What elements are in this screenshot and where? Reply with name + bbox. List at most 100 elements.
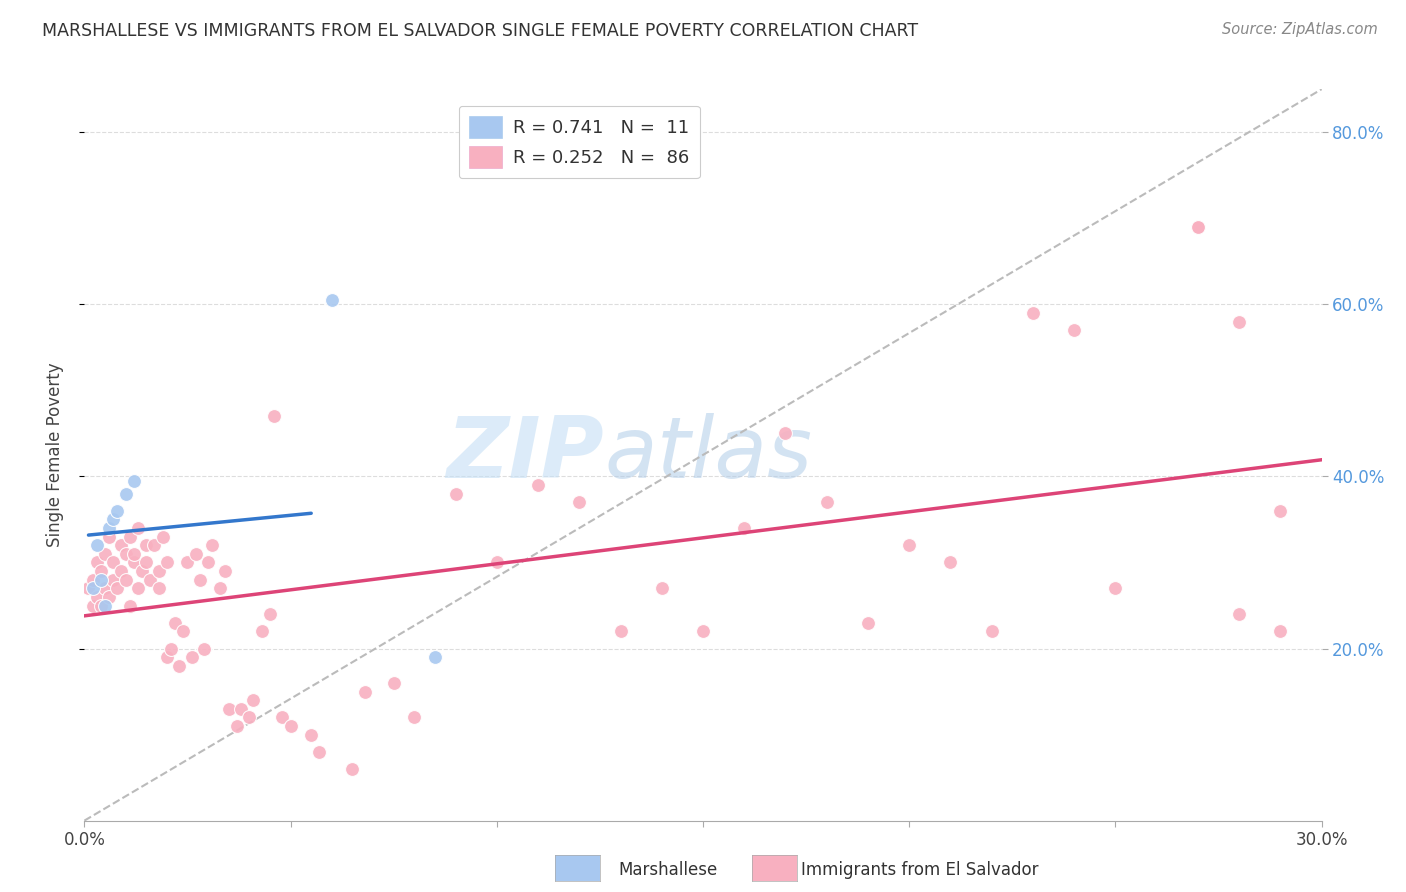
Point <box>193 641 215 656</box>
Point <box>98 530 121 544</box>
Point <box>238 710 260 724</box>
Point <box>188 573 211 587</box>
Point <box>1227 607 1250 621</box>
Point <box>86 538 108 552</box>
Point <box>105 582 128 596</box>
Point <box>342 762 364 776</box>
Point <box>1187 219 1209 234</box>
Point <box>165 615 187 630</box>
Point <box>263 409 285 424</box>
Point <box>271 710 294 724</box>
Point <box>209 582 232 596</box>
Point <box>444 486 467 500</box>
Point <box>110 564 132 578</box>
Point <box>114 573 136 587</box>
Text: Source: ZipAtlas.com: Source: ZipAtlas.com <box>1222 22 1378 37</box>
Point <box>176 556 198 570</box>
Point <box>103 573 125 587</box>
Point <box>127 582 149 596</box>
Point <box>94 582 117 596</box>
Point <box>1227 314 1250 328</box>
Point <box>98 521 121 535</box>
Point <box>77 582 100 596</box>
Point <box>815 495 838 509</box>
Point <box>527 478 550 492</box>
Point <box>118 530 141 544</box>
Point <box>568 495 591 509</box>
Point <box>382 676 405 690</box>
Point <box>156 556 179 570</box>
Point <box>980 624 1002 639</box>
Point <box>127 521 149 535</box>
Point <box>122 547 145 561</box>
Point <box>139 573 162 587</box>
Point <box>86 556 108 570</box>
Point <box>321 293 343 307</box>
Point <box>939 556 962 570</box>
Point <box>651 582 673 596</box>
Point <box>308 745 330 759</box>
Point <box>733 521 755 535</box>
Point <box>898 538 921 552</box>
Point <box>485 556 508 570</box>
Point <box>103 512 125 526</box>
Point <box>110 538 132 552</box>
Point <box>242 693 264 707</box>
Point <box>135 556 157 570</box>
Text: atlas: atlas <box>605 413 813 497</box>
Point <box>114 547 136 561</box>
Point <box>229 702 252 716</box>
Point <box>160 641 183 656</box>
Point <box>148 564 170 578</box>
Point <box>1270 504 1292 518</box>
Point <box>143 538 166 552</box>
Text: Immigrants from El Salvador: Immigrants from El Salvador <box>801 861 1039 879</box>
Point <box>148 582 170 596</box>
Point <box>280 719 302 733</box>
Point <box>86 590 108 604</box>
Point <box>105 504 128 518</box>
Legend: R = 0.741   N =  11, R = 0.252   N =  86: R = 0.741 N = 11, R = 0.252 N = 86 <box>458 105 700 178</box>
Point <box>299 728 322 742</box>
Point <box>172 624 194 639</box>
Point <box>90 599 112 613</box>
Point <box>103 556 125 570</box>
Point <box>1104 582 1126 596</box>
Point <box>90 564 112 578</box>
Point <box>259 607 281 621</box>
Point <box>167 658 190 673</box>
Point <box>82 573 104 587</box>
Point <box>118 599 141 613</box>
Point <box>82 582 104 596</box>
Point <box>609 624 631 639</box>
Point <box>122 474 145 488</box>
Point <box>692 624 714 639</box>
Point <box>856 615 879 630</box>
Point <box>250 624 273 639</box>
Point <box>114 486 136 500</box>
Point <box>404 710 426 724</box>
Point <box>1270 624 1292 639</box>
Point <box>180 650 202 665</box>
Point <box>423 650 446 665</box>
Point <box>1022 306 1045 320</box>
Point <box>90 573 112 587</box>
Point <box>201 538 224 552</box>
Point <box>82 599 104 613</box>
Text: ZIP: ZIP <box>446 413 605 497</box>
Point <box>1187 219 1209 234</box>
Text: Marshallese: Marshallese <box>619 861 718 879</box>
Point <box>122 556 145 570</box>
Y-axis label: Single Female Poverty: Single Female Poverty <box>45 363 63 547</box>
Point <box>152 530 174 544</box>
Point <box>94 599 117 613</box>
Point <box>156 650 179 665</box>
Point <box>135 538 157 552</box>
Point <box>131 564 153 578</box>
Point <box>214 564 236 578</box>
Point <box>94 547 117 561</box>
Point <box>775 426 797 441</box>
Point <box>353 684 375 698</box>
Point <box>98 590 121 604</box>
Text: MARSHALLESE VS IMMIGRANTS FROM EL SALVADOR SINGLE FEMALE POVERTY CORRELATION CHA: MARSHALLESE VS IMMIGRANTS FROM EL SALVAD… <box>42 22 918 40</box>
